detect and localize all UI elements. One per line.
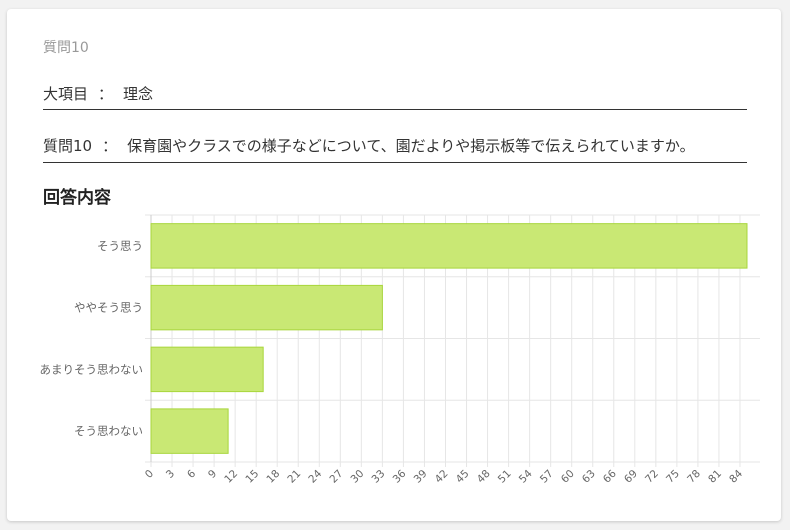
category-label: ややそう思う [74,301,143,315]
x-tick-label: 30 [349,468,367,486]
x-tick-label: 0 [143,468,156,481]
x-tick-label: 21 [285,468,303,486]
category-separator: ： [98,85,114,103]
x-tick-label: 42 [433,468,451,486]
category-row: 大項目 ： 理念 [43,83,747,110]
x-tick-label: 36 [391,467,409,485]
x-tick-label: 60 [559,468,577,486]
bar [150,223,748,269]
x-tick-label: 72 [643,468,661,486]
x-tick-label: 84 [727,467,745,485]
x-tick-label: 3 [164,468,177,481]
x-tick-label: 78 [685,468,703,486]
x-tick-label: 39 [412,468,430,486]
category-label: 大項目 [43,85,89,103]
category-label: あまりそう思わない [40,362,144,376]
category-label: そう思わない [74,424,143,438]
question-row: 質問10 ： 保育園やクラスでの様子などについて、園だよりや掲示板等で伝えられていま… [43,135,747,163]
x-tick-label: 51 [496,468,514,486]
bar [150,284,383,331]
x-tick-label: 33 [370,468,388,486]
x-tick-label: 18 [264,468,282,486]
x-tick-label: 24 [306,467,324,485]
x-tick-label: 12 [222,468,240,486]
category-label: そう思う [97,239,143,253]
question-number: 質問10 [43,40,89,56]
question-card: 質問10 大項目 ： 理念 質問10 ： 保育園やクラスでの様子などについて、園だよりや… [7,9,781,521]
bar [150,408,229,454]
x-tick-label: 75 [664,468,682,486]
x-tick-label: 45 [454,468,472,486]
bar [150,346,264,393]
x-tick-label: 69 [622,468,640,486]
category-value: 理念 [123,85,154,103]
x-tick-label: 48 [475,468,493,486]
x-tick-label: 81 [706,468,724,486]
question-text: 保育園やクラスでの様子などについて、園だよりや掲示板等で伝えられていますか。 [127,137,695,155]
question-separator: ： [102,137,118,155]
x-tick-label: 15 [243,468,261,486]
x-tick-label: 27 [327,468,345,486]
x-tick-label: 63 [580,468,598,486]
x-tick-label: 9 [206,468,219,481]
x-tick-label: 54 [517,467,535,485]
x-tick-label: 6 [185,467,198,480]
answer-bar-chart: 0 3 6 9 12 15 18 21 24 27 30 33 36 39 42 45 48 51 54 57 60 63… [40,214,760,486]
x-tick-label: 66 [601,467,619,485]
question-label: 質問10 [43,137,93,155]
x-tick-label: 57 [538,468,556,486]
answer-section-title: 回答内容 [43,188,111,208]
